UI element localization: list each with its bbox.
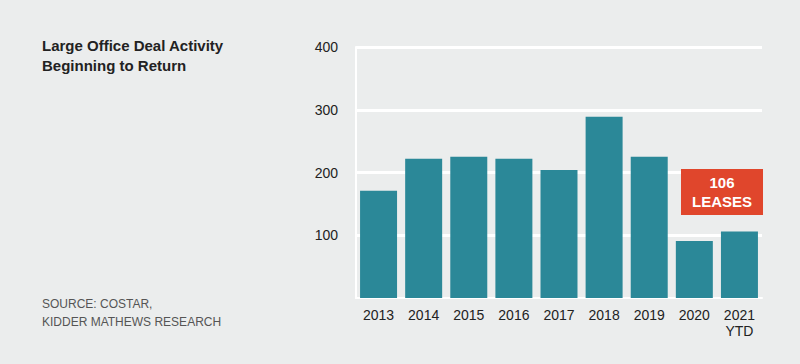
svg-text:2019: 2019 [634, 307, 665, 323]
svg-text:2020: 2020 [679, 307, 710, 323]
svg-text:106: 106 [709, 174, 734, 191]
svg-text:2016: 2016 [498, 307, 529, 323]
svg-text:SOURCE: COSTAR,: SOURCE: COSTAR, [42, 297, 152, 311]
svg-text:300: 300 [315, 102, 339, 118]
svg-text:KIDDER MATHEWS RESEARCH: KIDDER MATHEWS RESEARCH [42, 315, 221, 329]
svg-text:Large Office Deal Activity: Large Office Deal Activity [42, 37, 224, 54]
svg-text:2015: 2015 [453, 307, 484, 323]
svg-text:2013: 2013 [363, 307, 394, 323]
svg-text:200: 200 [315, 165, 339, 181]
svg-text:LEASES: LEASES [692, 193, 752, 210]
svg-text:100: 100 [315, 227, 339, 243]
svg-text:YTD: YTD [725, 323, 753, 339]
svg-text:2017: 2017 [543, 307, 574, 323]
svg-text:Beginning to Return: Beginning to Return [42, 57, 186, 74]
svg-text:2021: 2021 [724, 307, 755, 323]
svg-text:2018: 2018 [589, 307, 620, 323]
svg-text:400: 400 [315, 39, 339, 55]
svg-text:2014: 2014 [408, 307, 439, 323]
